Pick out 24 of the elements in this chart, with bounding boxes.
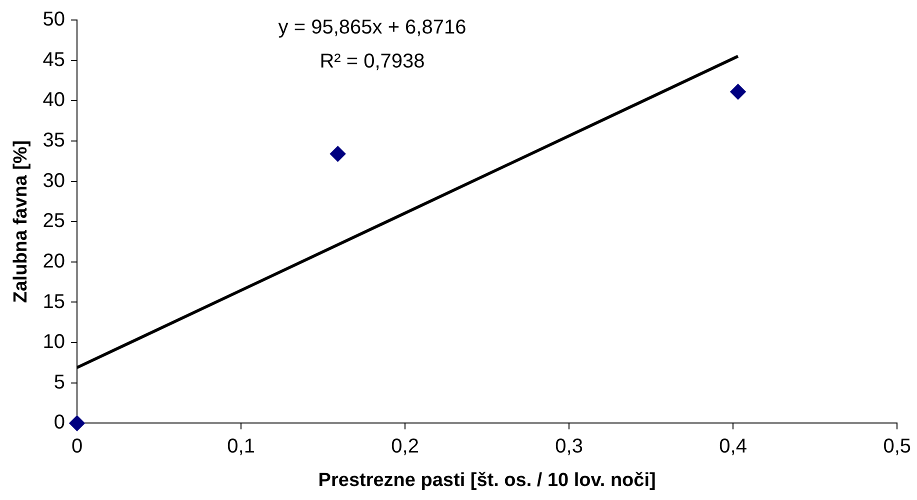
annotation: R² = 0,7938 <box>320 50 425 73</box>
x-tick-label: 0,4 <box>719 436 747 458</box>
y-tick-label: 35 <box>42 129 66 152</box>
y-tick-label: 0 <box>54 412 66 434</box>
x-tick-label: 0,2 <box>391 436 419 458</box>
y-tick-label: 10 <box>42 331 66 354</box>
y-tick-label: 50 <box>42 8 66 31</box>
y-tick-label: 20 <box>42 250 66 272</box>
x-tick-label: 0 <box>71 436 83 458</box>
x-axis-title: Prestrezne pasti [št. os. / 10 lov. noči] <box>318 470 656 491</box>
y-tick-label: 45 <box>42 48 66 71</box>
x-tick-label: 0,5 <box>883 436 912 458</box>
point <box>330 146 346 162</box>
y-tick-label: 15 <box>42 290 66 313</box>
y-tick-label: 40 <box>42 89 66 112</box>
point <box>730 84 746 100</box>
y-tick-label: 5 <box>54 371 66 394</box>
x-tick-label: 0,3 <box>555 436 583 458</box>
y-tick-label: 30 <box>42 170 66 192</box>
y-axis-title: Zalubna favna [%] <box>10 140 32 303</box>
annotation: y = 95,865x + 6,8716 <box>278 16 466 39</box>
x-tick-label: 0,1 <box>227 436 255 458</box>
point <box>70 416 85 431</box>
y-tick-label: 25 <box>42 210 66 232</box>
